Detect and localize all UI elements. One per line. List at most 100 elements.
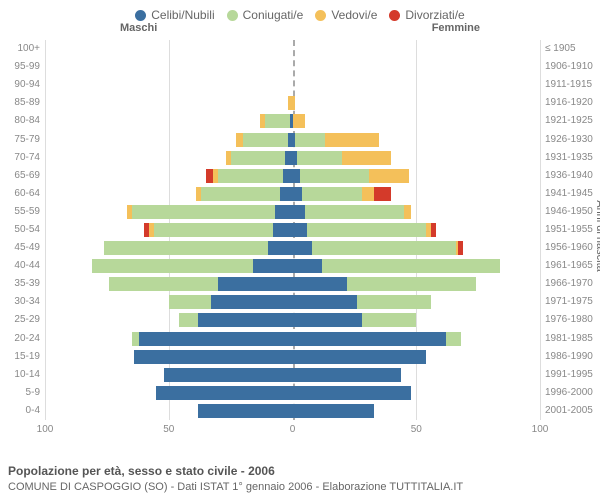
- y-tick-left: 40-44: [0, 257, 40, 275]
- bar-segment: [283, 169, 293, 183]
- y-tick-left: 15-19: [0, 348, 40, 366]
- female-bar: [293, 277, 541, 291]
- male-bar: [45, 205, 293, 219]
- age-row: [45, 259, 540, 273]
- chart-title: Popolazione per età, sesso e stato civil…: [8, 464, 463, 480]
- legend-item: Vedovi/e: [315, 8, 377, 22]
- age-row: [45, 386, 540, 400]
- female-bar: [293, 350, 541, 364]
- age-row: [45, 404, 540, 418]
- y-tick-right: 1936-1940: [545, 167, 600, 185]
- y-tick-right: 1956-1960: [545, 239, 600, 257]
- female-bar: [293, 368, 541, 382]
- age-row: [45, 368, 540, 382]
- bar-segment: [164, 368, 293, 382]
- bar-segment: [404, 205, 411, 219]
- female-bar: [293, 404, 541, 418]
- age-row: [45, 205, 540, 219]
- bar-segment: [307, 223, 426, 237]
- y-tick-right: 2001-2005: [545, 402, 600, 420]
- bar-segment: [265, 114, 290, 128]
- bar-segment: [293, 169, 300, 183]
- female-bar: [293, 151, 541, 165]
- male-bar: [45, 241, 293, 255]
- male-bar: [45, 133, 293, 147]
- bar-segment: [297, 151, 342, 165]
- bar-segment: [293, 332, 446, 346]
- bar-segment: [134, 350, 292, 364]
- y-tick-left: 35-39: [0, 275, 40, 293]
- bar-segment: [179, 313, 199, 327]
- y-tick-right: 1941-1945: [545, 185, 600, 203]
- bar-segment: [293, 277, 347, 291]
- bar-segment: [431, 223, 436, 237]
- bar-segment: [285, 151, 292, 165]
- bar-segment: [109, 277, 218, 291]
- y-axis-left: 100+95-9990-9485-8980-8475-7970-7465-696…: [0, 40, 40, 420]
- age-row: [45, 42, 540, 56]
- bar-segment: [446, 332, 461, 346]
- female-bar: [293, 205, 541, 219]
- male-bar: [45, 223, 293, 237]
- y-tick-right: 1911-1915: [545, 76, 600, 94]
- bar-segment: [211, 295, 293, 309]
- legend-swatch: [389, 10, 400, 21]
- legend-swatch: [227, 10, 238, 21]
- bar-segment: [132, 205, 276, 219]
- bar-segment: [293, 404, 375, 418]
- bar-segment: [169, 295, 211, 309]
- bar-segment: [325, 133, 379, 147]
- age-row: [45, 169, 540, 183]
- y-tick-left: 45-49: [0, 239, 40, 257]
- bar-segment: [293, 350, 427, 364]
- legend-item: Coniugati/e: [227, 8, 304, 22]
- bar-segment: [132, 332, 139, 346]
- y-tick-left: 100+: [0, 40, 40, 58]
- bar-segment: [293, 241, 313, 255]
- female-bar: [293, 386, 541, 400]
- y-tick-right: 1981-1985: [545, 330, 600, 348]
- bar-segment: [198, 313, 292, 327]
- legend-item: Celibi/Nubili: [135, 8, 214, 22]
- female-bar: [293, 78, 541, 92]
- gender-labels: Maschi Femmine: [0, 22, 600, 38]
- y-tick-right: 1921-1925: [545, 112, 600, 130]
- bar-segment: [362, 187, 374, 201]
- bar-segment: [302, 187, 361, 201]
- y-tick-right: 1996-2000: [545, 384, 600, 402]
- male-bar: [45, 368, 293, 382]
- age-row: [45, 350, 540, 364]
- bar-segment: [243, 133, 288, 147]
- female-bar: [293, 96, 541, 110]
- x-tick: 100: [532, 424, 549, 435]
- y-tick-right: 1951-1955: [545, 221, 600, 239]
- y-tick-left: 10-14: [0, 366, 40, 384]
- female-bar: [293, 114, 541, 128]
- age-row: [45, 60, 540, 74]
- bar-segment: [104, 241, 267, 255]
- female-bar: [293, 332, 541, 346]
- bar-segment: [231, 151, 285, 165]
- bar-segment: [280, 187, 292, 201]
- bar-segment: [293, 295, 357, 309]
- female-bar: [293, 295, 541, 309]
- bar-segment: [357, 295, 431, 309]
- bar-segment: [218, 277, 292, 291]
- male-bar: [45, 96, 293, 110]
- y-tick-right: 1906-1910: [545, 58, 600, 76]
- y-tick-left: 50-54: [0, 221, 40, 239]
- x-tick: 0: [290, 424, 296, 435]
- chart-source: COMUNE DI CASPOGGIO (SO) - Dati ISTAT 1°…: [8, 480, 463, 494]
- bar-segment: [322, 259, 500, 273]
- bar-segment: [293, 96, 295, 110]
- age-row: [45, 151, 540, 165]
- bar-segment: [347, 277, 476, 291]
- bar-segment: [362, 313, 416, 327]
- bar-segment: [293, 205, 305, 219]
- female-bar: [293, 133, 541, 147]
- male-bar: [45, 259, 293, 273]
- y-tick-left: 5-9: [0, 384, 40, 402]
- legend-item: Divorziati/e: [389, 8, 464, 22]
- x-tick: 50: [163, 424, 174, 435]
- female-bar: [293, 223, 541, 237]
